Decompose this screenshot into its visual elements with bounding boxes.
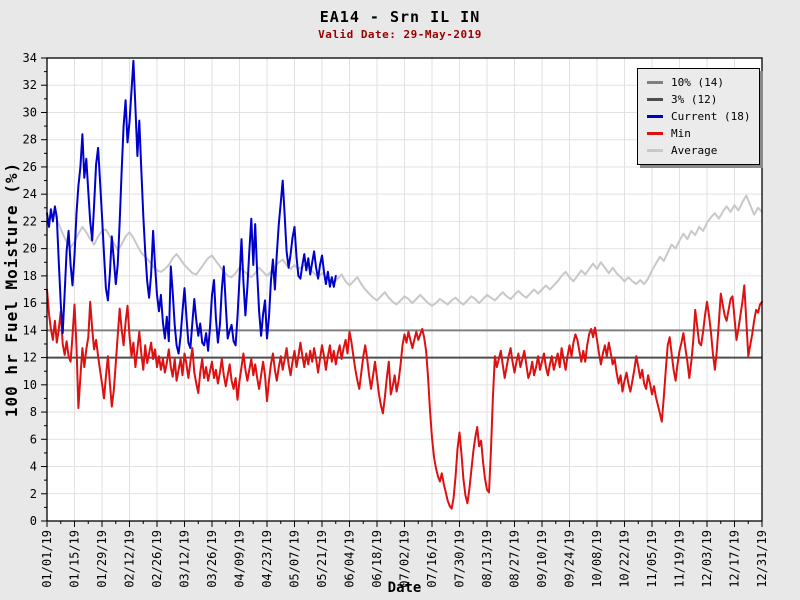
- legend-label: Min: [671, 127, 691, 140]
- y-tick-label: 2: [30, 487, 37, 501]
- legend-swatch-min: [647, 132, 663, 135]
- series-line-min: [46, 284, 763, 510]
- y-tick-label: 4: [30, 460, 37, 474]
- x-tick-label: 01/01/19: [40, 530, 54, 588]
- x-tick-label: 06/04/19: [343, 530, 357, 588]
- x-tick-label: 12/31/19: [755, 530, 769, 588]
- x-tick-label: 03/26/19: [205, 530, 219, 588]
- y-tick-label: 34: [23, 51, 37, 65]
- x-tick-label: 12/17/19: [728, 530, 742, 588]
- legend-item-3-percentile: 3% (12): [647, 93, 750, 106]
- y-tick-label: 6: [30, 432, 37, 446]
- series-line-average: [46, 194, 763, 307]
- x-tick-label: 01/29/19: [95, 530, 109, 588]
- y-tick-label: 14: [23, 323, 37, 337]
- plot-border: [46, 57, 763, 522]
- legend-swatch-current: [647, 115, 663, 118]
- y-tick-label: 10: [23, 378, 37, 392]
- legend-label: Current (18): [671, 110, 751, 123]
- y-tick-label: 20: [23, 242, 37, 256]
- x-tick-label: 11/19/19: [673, 530, 687, 588]
- x-tick-label: 06/18/19: [370, 530, 384, 588]
- x-tick-label: 02/26/19: [150, 530, 164, 588]
- y-tick-label: 30: [23, 105, 37, 119]
- legend-item-current: Current (18): [647, 110, 750, 123]
- x-tick-label: 12/03/19: [700, 530, 714, 588]
- x-tick-label: 08/27/19: [508, 530, 522, 588]
- chart-subtitle: Valid Date: 29-May-2019: [318, 28, 482, 41]
- legend-label: 3% (12): [671, 93, 718, 106]
- series-line-current-18-: [46, 59, 337, 355]
- legend-label: Average: [671, 144, 718, 157]
- legend-item-min: Min: [647, 127, 750, 140]
- x-tick-labels: 01/01/19 01/15/19 01/29/19 02/12/19 02/26/19…: [40, 530, 769, 588]
- y-tick-label: 32: [23, 78, 37, 92]
- y-tick-label: 8: [30, 405, 37, 419]
- x-tick-label: 09/24/19: [563, 530, 577, 588]
- legend-swatch-3-percentile: [647, 98, 663, 101]
- y-axis-title: 100 hr Fuel Moisture (%): [2, 162, 21, 417]
- x-tick-label: 05/07/19: [288, 530, 302, 588]
- y-tick-label: 28: [23, 133, 37, 147]
- x-tick-label: 07/16/19: [425, 530, 439, 588]
- x-tick-label: 11/05/19: [645, 530, 659, 588]
- x-tick-label: 07/02/19: [398, 530, 412, 588]
- y-tick-label: 0: [30, 514, 37, 528]
- y-tick-label: 12: [23, 351, 37, 365]
- x-tick-label: 09/10/19: [535, 530, 549, 588]
- x-tick-label: 05/21/19: [315, 530, 329, 588]
- x-tick-label: 07/30/19: [453, 530, 467, 588]
- legend-label: 10% (14): [671, 76, 724, 89]
- y-tick-label: 22: [23, 214, 37, 228]
- chart-legend: 10% (14) 3% (12) Current (18) Min Averag…: [637, 68, 761, 165]
- x-tick-label: 04/09/19: [233, 530, 247, 588]
- legend-swatch-average: [647, 149, 663, 152]
- legend-swatch-10-percentile: [647, 81, 663, 84]
- legend-item-average: Average: [647, 144, 750, 157]
- y-tick-label: 16: [23, 296, 37, 310]
- legend-item-10-percentile: 10% (14): [647, 76, 750, 89]
- y-tick-label: 18: [23, 269, 37, 283]
- x-tick-label: 02/12/19: [123, 530, 137, 588]
- x-tick-label: 08/13/19: [480, 530, 494, 588]
- x-tick-label: 03/12/19: [178, 530, 192, 588]
- y-tick-label: 24: [23, 187, 37, 201]
- x-tick-label: 01/15/19: [68, 530, 82, 588]
- x-axis-title: Date: [388, 580, 422, 596]
- y-tick-label: 26: [23, 160, 37, 174]
- chart-title: EA14 - Srn IL IN: [319, 8, 481, 26]
- x-tick-label: 10/08/19: [590, 530, 604, 588]
- x-tick-label: 10/22/19: [618, 530, 632, 588]
- x-tick-label: 04/23/19: [260, 530, 274, 588]
